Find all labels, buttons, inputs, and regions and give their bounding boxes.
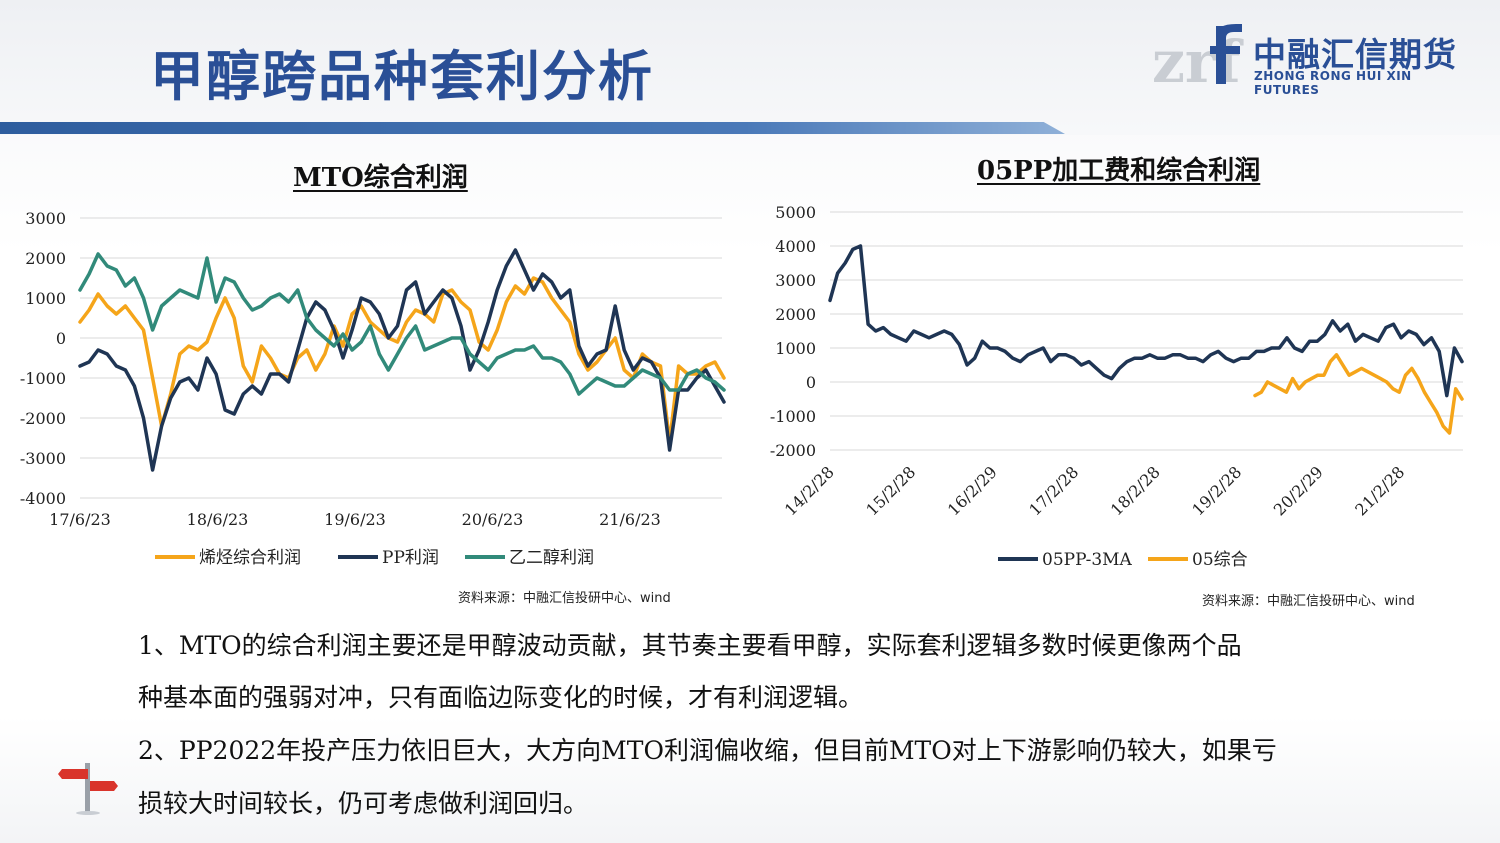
series-line-2 xyxy=(1253,353,1464,435)
x-tick-label: 16/2/29 xyxy=(944,462,1001,519)
signpost-icon xyxy=(58,763,118,815)
chart1-source: 资料来源：中融汇信投研中心、wind xyxy=(458,591,671,606)
series-line-1 xyxy=(828,244,1464,398)
y-tick-label: 2000 xyxy=(775,305,816,324)
x-tick-label: 18/2/28 xyxy=(1107,462,1164,519)
legend-label: 乙二醇利润 xyxy=(509,548,594,568)
legend-label: 05PP-3MA xyxy=(1042,550,1133,570)
body-line-4: 损较大时间较长，仍可考虑做利润回归。 xyxy=(138,789,589,818)
chart2-source: 资料来源：中融汇信投研中心、wind xyxy=(1202,594,1415,609)
series-line-3 xyxy=(78,252,726,396)
y-tick-label: 2000 xyxy=(25,249,66,268)
x-tick-label: 21/6/23 xyxy=(599,510,661,529)
y-tick-label: 0 xyxy=(806,373,816,392)
company-logo: zrf 中融汇信期货 ZHONG RONG HUI XIN FUTURES xyxy=(1150,20,1470,97)
x-tick-label: 20/2/29 xyxy=(1270,462,1327,519)
header-rule xyxy=(0,122,1065,134)
x-tick-label: 20/6/23 xyxy=(462,510,524,529)
header-band xyxy=(0,0,1500,135)
logo-mark-text: zrf xyxy=(1152,28,1244,90)
y-tick-label: 1000 xyxy=(775,339,816,358)
logo-company-name: 中融汇信期货 xyxy=(1253,35,1457,74)
legend-label: 05综合 xyxy=(1192,550,1248,570)
x-tick-label: 14/2/28 xyxy=(781,462,838,519)
y-tick-label: 4000 xyxy=(775,237,816,256)
y-tick-label: -3000 xyxy=(20,449,66,468)
y-tick-label: -2000 xyxy=(770,441,816,460)
y-tick-label: 5000 xyxy=(775,203,816,222)
body-line-3: 2、PP2022年投产压力依旧巨大，大方向MTO利润偏收缩，但目前MTO对上下游… xyxy=(138,736,1277,765)
y-tick-label: -4000 xyxy=(20,489,66,508)
logo-company-english: ZHONG RONG HUI XIN FUTURES xyxy=(1254,69,1412,97)
y-tick-label: 1000 xyxy=(25,289,66,308)
x-tick-label: 21/2/28 xyxy=(1351,462,1408,519)
y-tick-label: 3000 xyxy=(775,271,816,290)
chart2-title: 05PP加工费和综合利润 xyxy=(977,156,1261,186)
chart1-svg: 3000 2000 1000 0 -1000 -2000 -3000 -4000 17/6/23… xyxy=(20,209,726,568)
x-tick-label: 19/2/28 xyxy=(1188,462,1245,519)
y-tick-label: -1000 xyxy=(770,407,816,426)
y-tick-label: -1000 xyxy=(20,369,66,388)
body-line-2: 种基本面的强弱对冲，只有面临边际变化的时候，才有利润逻辑。 xyxy=(138,683,864,712)
body-line-1: 1、MTO的综合利润主要还是甲醇波动贡献，其节奏主要看甲醇，实际套利逻辑多数时候… xyxy=(138,631,1242,660)
chart1-title: MTO综合利润 xyxy=(293,163,468,193)
series-line-2 xyxy=(78,248,726,472)
page-title: 甲醇跨品种套利分析 xyxy=(150,45,654,108)
logo-mark-icon: zrf xyxy=(1152,24,1244,96)
y-tick-label: 3000 xyxy=(25,209,66,228)
y-tick-label: -2000 xyxy=(20,409,66,428)
x-tick-label: 19/6/23 xyxy=(324,510,386,529)
x-tick-label: 17/2/28 xyxy=(1025,462,1082,519)
x-tick-label: 15/2/28 xyxy=(862,462,919,519)
x-tick-label: 18/6/23 xyxy=(187,510,249,529)
legend-label: 烯烃综合利润 xyxy=(199,548,301,568)
x-tick-label: 17/6/23 xyxy=(49,510,111,529)
series-line-1 xyxy=(78,276,726,444)
y-tick-label: 0 xyxy=(56,329,66,348)
legend-label: PP利润 xyxy=(382,548,439,568)
chart2-svg: 5000 4000 3000 2000 1000 0 -1000 -2000 14/2/28 15… xyxy=(770,203,1464,570)
